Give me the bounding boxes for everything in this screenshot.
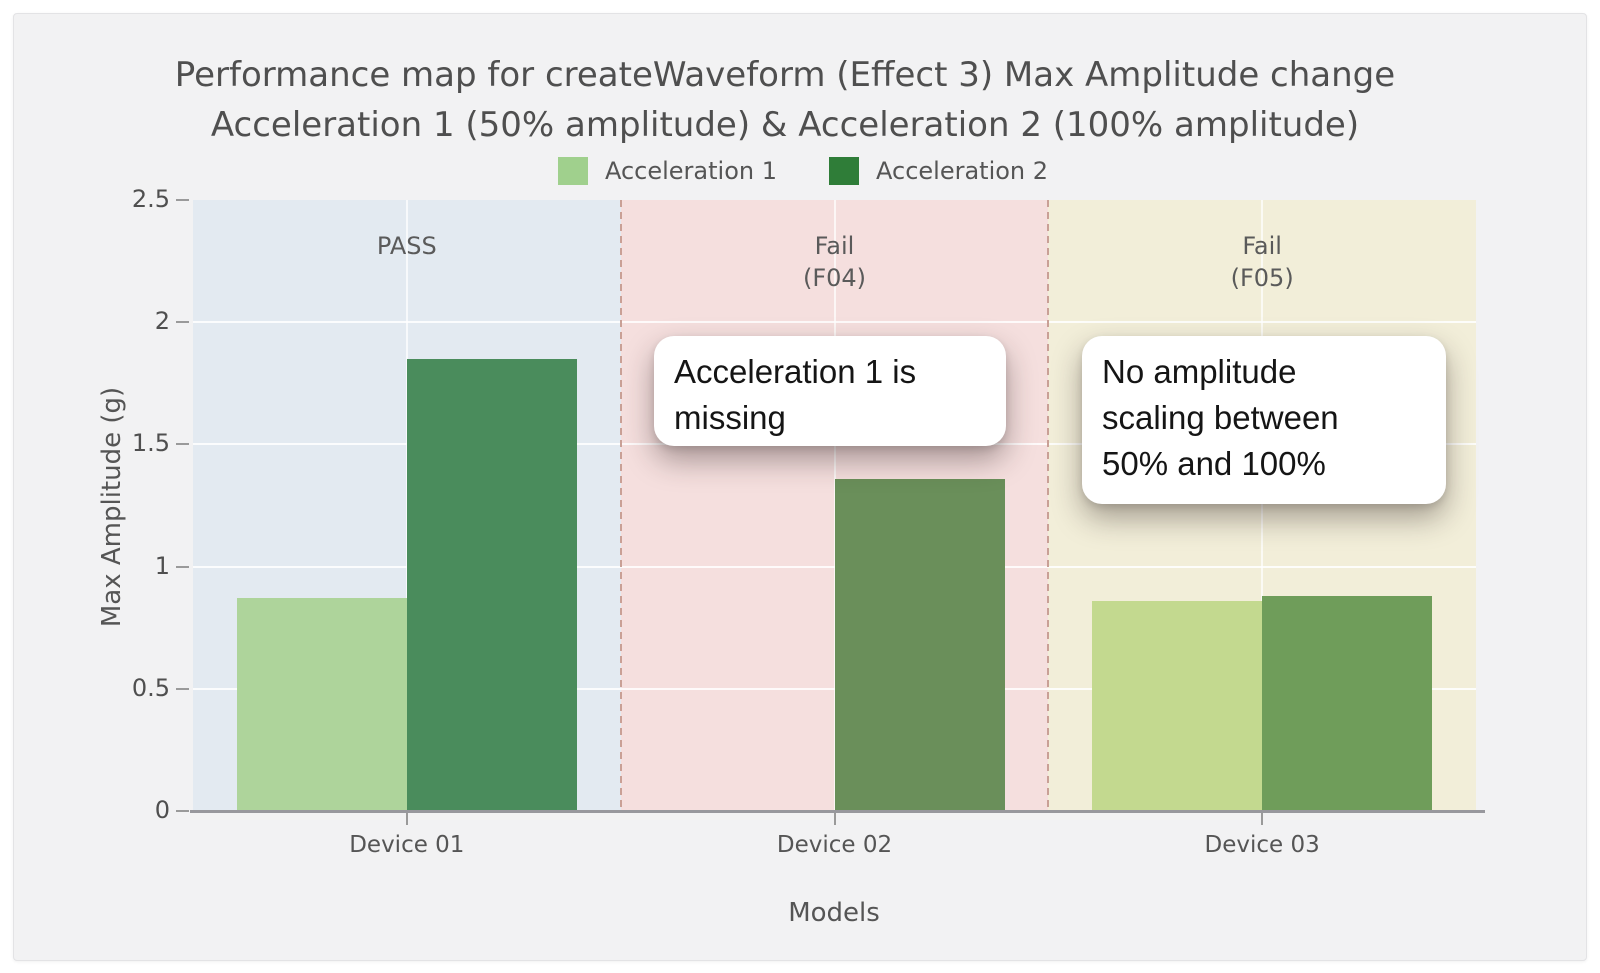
region-label-fail-f04: Fail (F04) [802, 232, 867, 292]
x-tick-mark [833, 813, 836, 825]
legend-swatch-acceleration-1 [557, 157, 588, 185]
y-tick-label: 0.5 [131, 673, 170, 702]
x-axis-label: Models [788, 898, 880, 928]
chart-title: Performance map for createWaveform (Effe… [0, 50, 1570, 150]
chart-title-line1: Performance map for createWaveform (Effe… [174, 55, 1396, 95]
y-tick-label: 1 [154, 551, 170, 580]
x-tick-label-device-03: Device 03 [1204, 832, 1320, 858]
y-tick-label: 1.5 [131, 429, 170, 458]
legend-label: Acceleration 1 [604, 157, 777, 185]
annotation-callout-2: No amplitude scaling between 50% and 100… [1082, 336, 1446, 504]
annotation-callout-1: Acceleration 1 is missing [654, 336, 1006, 446]
region-label-fail-f05: Fail (F05) [1230, 232, 1294, 292]
bar-acceleration-1-device-01[interactable] [236, 598, 407, 811]
x-tick-label-device-01: Device 01 [349, 832, 465, 858]
bar-acceleration-2-device-02[interactable] [834, 478, 1005, 811]
x-tick-mark [1261, 813, 1264, 825]
x-tick-mark [405, 813, 408, 825]
y-tick-mark [176, 443, 189, 446]
y-tick-label: 2.5 [131, 185, 170, 213]
region-dashed-border [619, 200, 622, 811]
y-tick-label: 0 [154, 796, 170, 824]
y-tick-mark [176, 810, 189, 812]
gridline-vertical [1261, 200, 1264, 811]
y-tick-mark [176, 199, 189, 201]
bar-acceleration-2-device-03[interactable] [1262, 595, 1433, 811]
legend-item-acceleration-2[interactable]: Acceleration 2 [829, 157, 1048, 185]
legend-item-acceleration-1[interactable]: Acceleration 1 [557, 157, 777, 185]
legend-label: Acceleration 2 [876, 157, 1049, 185]
legend-swatch-acceleration-2 [829, 157, 859, 185]
y-axis-label: Max Amplitude (g) [97, 386, 127, 628]
y-tick-mark [176, 565, 189, 568]
region-label-pass: PASS [376, 232, 437, 260]
y-tick-mark [176, 687, 189, 690]
chart-title-line2: Acceleration 1 (50% amplitude) & Acceler… [210, 105, 1360, 145]
x-axis-line [190, 810, 1485, 813]
bar-acceleration-1-device-03[interactable] [1092, 600, 1263, 811]
x-tick-label-device-02: Device 02 [776, 832, 893, 858]
region-dashed-border [1047, 200, 1050, 811]
y-tick-label: 2 [154, 307, 170, 336]
legend: Acceleration 1 Acceleration 2 [6, 157, 1600, 185]
y-tick-mark [176, 321, 189, 324]
bar-acceleration-2-device-01[interactable] [406, 358, 577, 811]
